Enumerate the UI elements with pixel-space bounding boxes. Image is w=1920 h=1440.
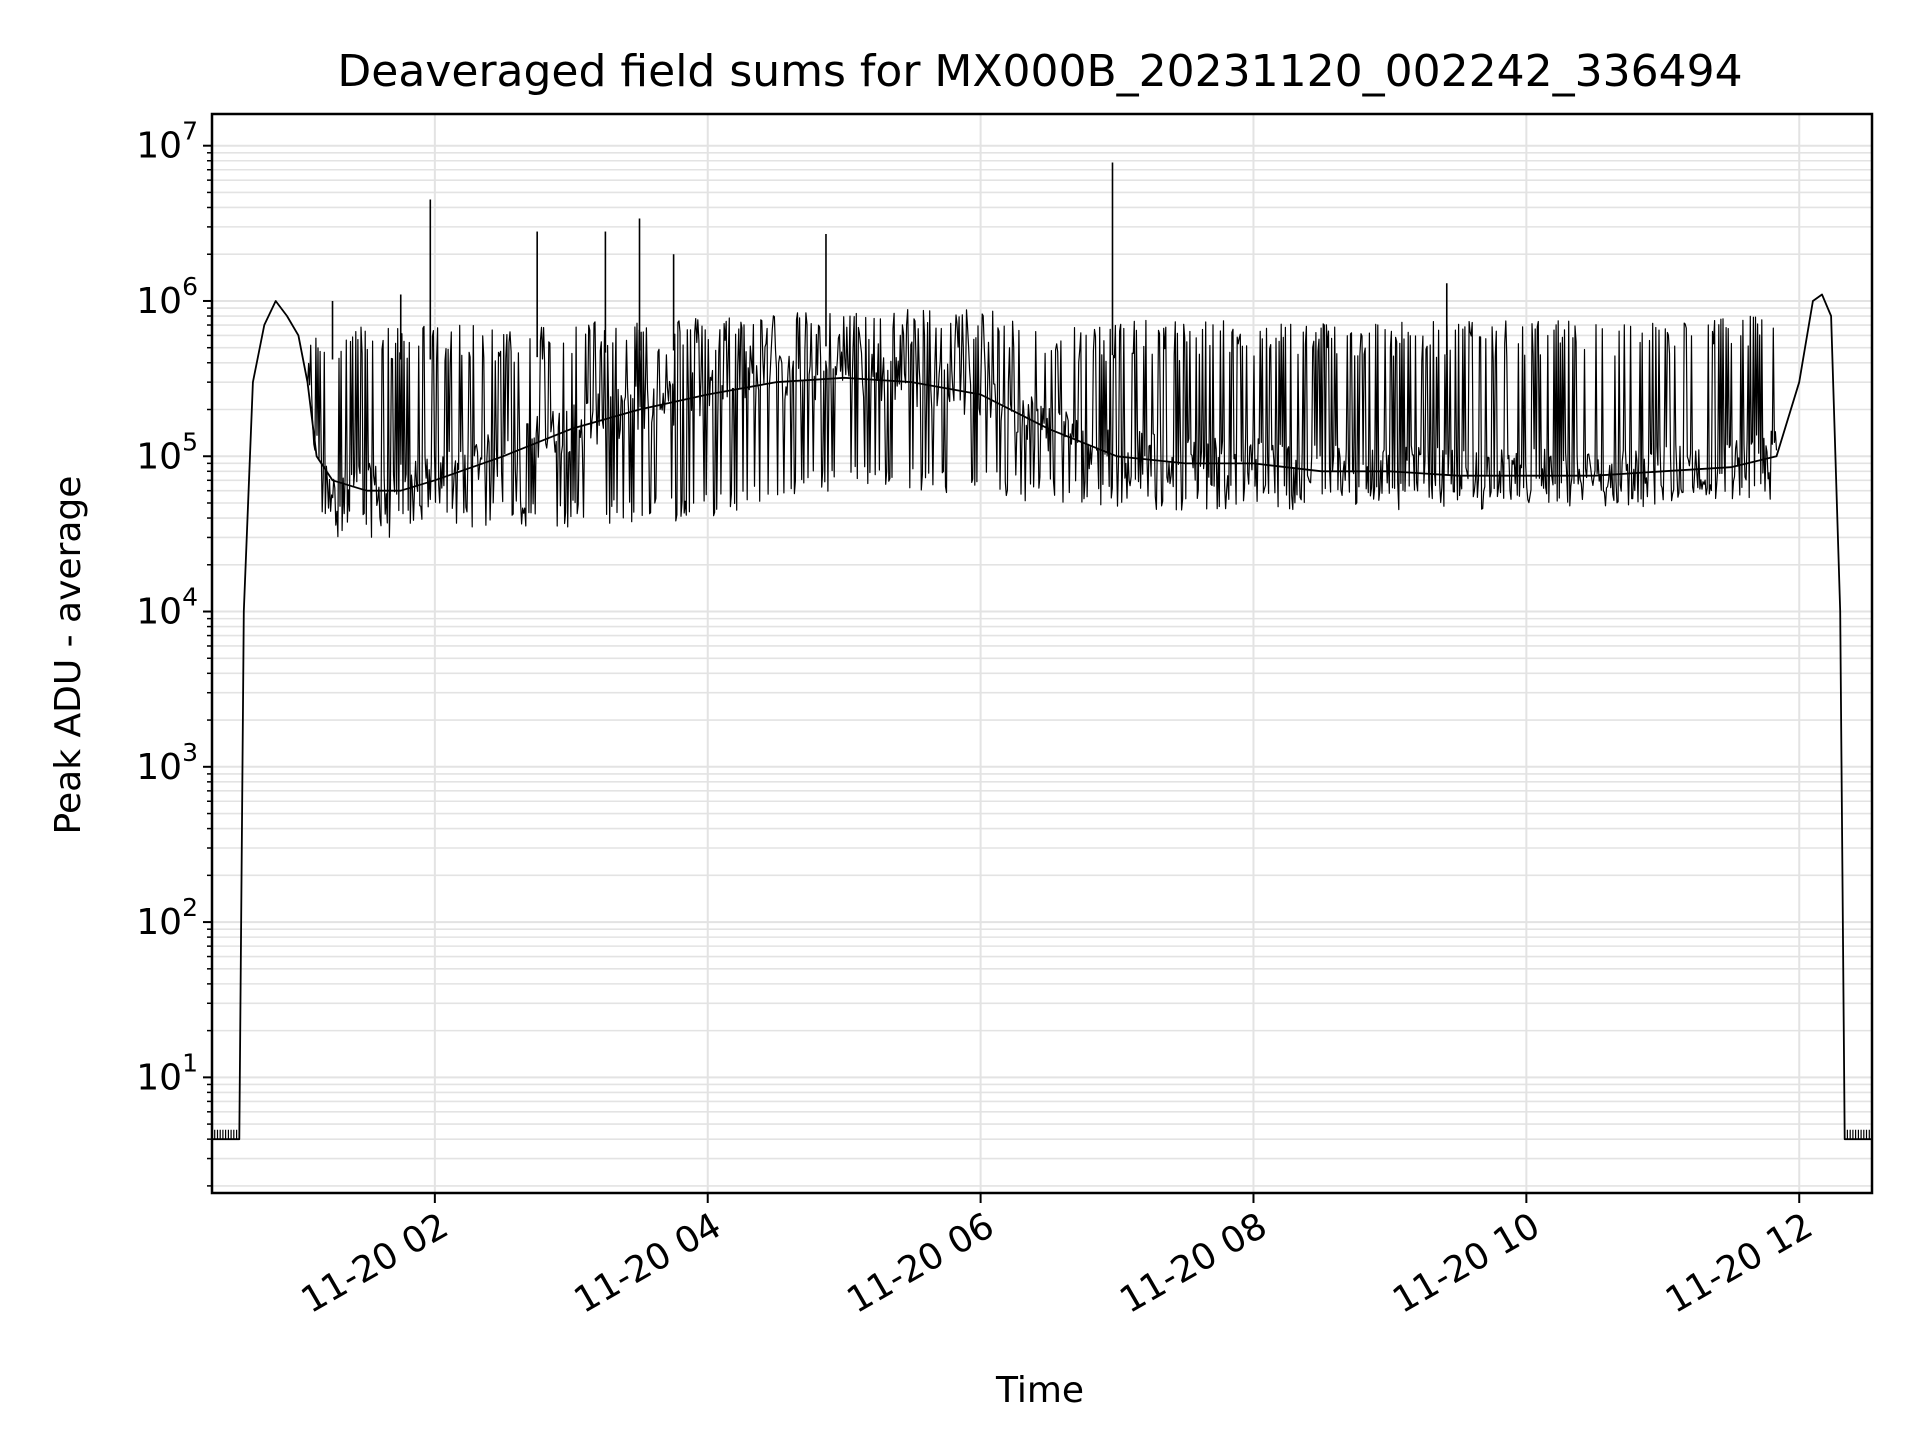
y-tick-base: 10 [136, 902, 182, 943]
y-tick-label: 103 [136, 738, 198, 788]
y-tick-exponent: 2 [182, 893, 198, 922]
y-tick-base: 10 [136, 281, 182, 322]
y-tick-label: 107 [136, 117, 198, 167]
series-envelope [306, 309, 1778, 538]
y-tick-base: 10 [136, 592, 182, 633]
y-tick-label: 102 [136, 893, 198, 943]
y-tick-base: 10 [136, 436, 182, 477]
y-tick-label: 101 [136, 1048, 198, 1098]
baseline-comb [1844, 1129, 1873, 1140]
series-line [212, 293, 1872, 1141]
y-tick-exponent: 4 [182, 583, 198, 612]
x-axis-label: Time [995, 1370, 1084, 1411]
y-tick-exponent: 7 [182, 117, 198, 146]
y-tick-base: 10 [136, 1057, 182, 1098]
y-tick-base: 10 [136, 126, 182, 167]
chart-title: Deaveraged field sums for MX000B_2023112… [337, 46, 1742, 97]
y-tick-base: 10 [136, 747, 182, 788]
y-tick-exponent: 5 [182, 427, 198, 456]
y-axis-label: Peak ADU - average [48, 476, 89, 835]
y-tick-exponent: 3 [182, 738, 198, 767]
series-area [211, 162, 1873, 1141]
y-tick-exponent: 1 [182, 1048, 198, 1077]
y-tick-exponent: 6 [182, 272, 198, 301]
y-tick-label: 105 [136, 427, 198, 477]
y-tick-label: 106 [136, 272, 198, 322]
y-tick-label: 104 [136, 583, 198, 633]
plot-frame [210, 112, 1874, 1195]
